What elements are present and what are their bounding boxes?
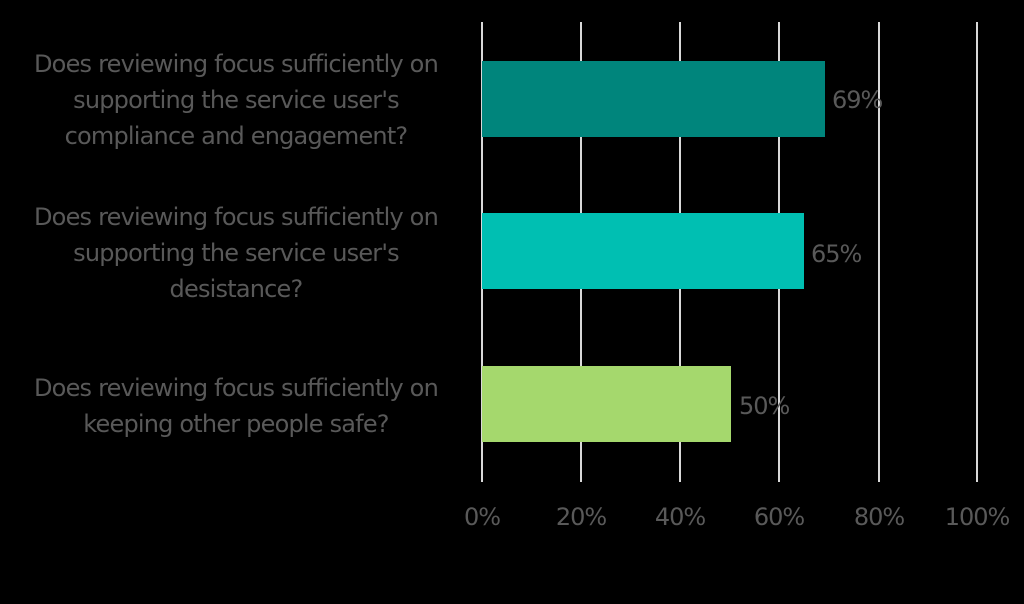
category-label-2: Does reviewing focus sufficiently on kee… xyxy=(0,370,472,442)
value-label-2: 50% xyxy=(739,392,790,420)
value-label-1: 65% xyxy=(811,240,862,268)
bar-1 xyxy=(482,213,804,289)
label-line: compliance and engagement? xyxy=(64,122,409,150)
bar-2 xyxy=(482,366,731,442)
x-tick-40: 40% xyxy=(654,503,706,531)
label-line: Does reviewing focus sufficiently on xyxy=(34,374,439,402)
label-line: Does reviewing focus sufficiently on xyxy=(34,203,439,231)
x-tick-60: 60% xyxy=(753,503,805,531)
label-line: keeping other people safe? xyxy=(83,410,389,438)
label-line: supporting the service user's xyxy=(73,86,400,114)
category-label-1: Does reviewing focus sufficiently on sup… xyxy=(0,199,472,307)
value-label-0: 69% xyxy=(832,86,883,114)
x-tick-100: 100% xyxy=(944,503,1011,531)
bar-0 xyxy=(482,61,825,137)
category-label-0: Does reviewing focus sufficiently on sup… xyxy=(0,46,472,154)
x-tick-80: 80% xyxy=(853,503,905,531)
label-line: desistance? xyxy=(169,275,304,303)
x-tick-0: 0% xyxy=(463,503,501,531)
gridline-80 xyxy=(878,22,880,482)
gridline-100 xyxy=(976,22,978,482)
label-line: supporting the service user's xyxy=(73,239,400,267)
label-line: Does reviewing focus sufficiently on xyxy=(34,50,439,78)
x-tick-20: 20% xyxy=(555,503,607,531)
